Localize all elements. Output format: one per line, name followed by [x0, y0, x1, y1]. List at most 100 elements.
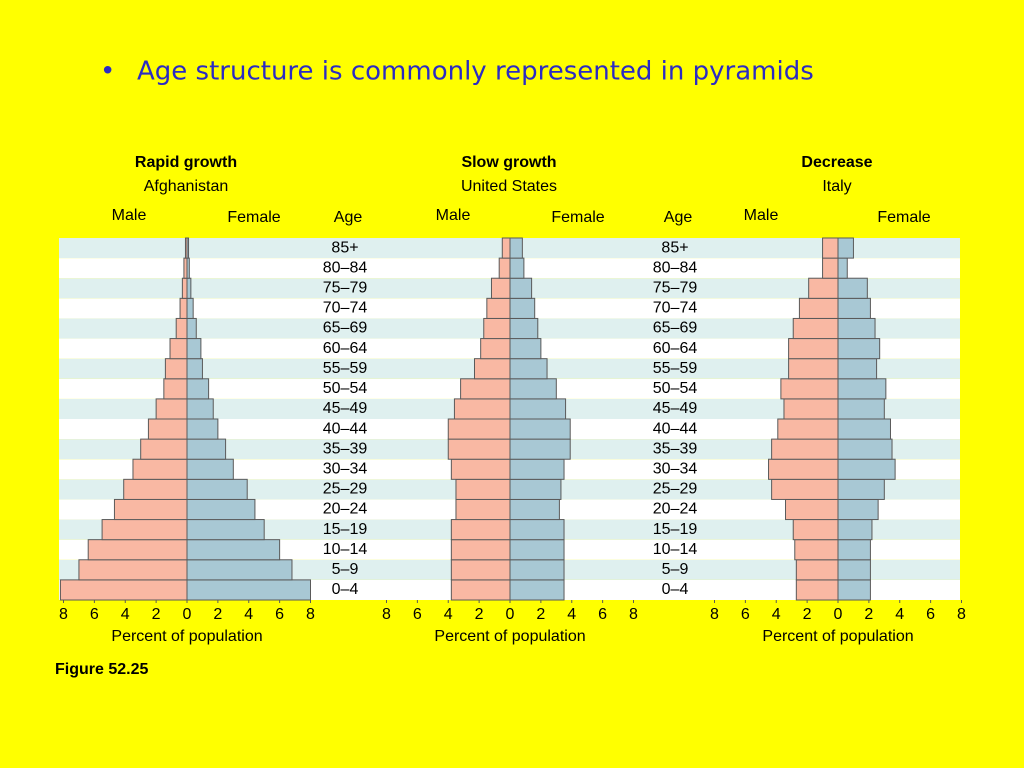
bar: [450, 559, 511, 581]
bar: [113, 498, 188, 521]
bar: [186, 378, 210, 400]
bar: [795, 579, 839, 601]
age-label: 0–4: [662, 581, 689, 598]
age-label: 5–9: [332, 561, 359, 578]
bullet-text: Age structure is commonly represented in…: [137, 57, 814, 87]
bar: [788, 338, 839, 360]
age-label: 35–39: [653, 440, 698, 457]
x-axis-label: Percent of population: [111, 628, 262, 645]
bar: [798, 297, 839, 319]
legend-label: Male: [112, 207, 147, 224]
bar: [501, 237, 511, 259]
age-label: 5–9: [662, 561, 689, 578]
bar: [59, 579, 188, 601]
age-label: 40–44: [653, 420, 698, 437]
age-label: 60–64: [653, 340, 698, 357]
chart-subtitle: Afghanistan: [144, 178, 229, 195]
age-label: 85+: [661, 239, 688, 256]
bar: [186, 519, 265, 541]
chart-title: Slow growth: [461, 154, 556, 171]
bar: [179, 297, 188, 319]
bar: [486, 297, 511, 319]
bar: [795, 559, 839, 581]
age-label: 40–44: [323, 420, 368, 437]
chart-subtitle: Italy: [822, 178, 851, 195]
bar: [483, 317, 511, 340]
bar: [455, 498, 511, 521]
bar: [175, 317, 188, 340]
x-tick-label: 8: [710, 606, 719, 623]
bar: [450, 579, 511, 601]
bar: [460, 378, 511, 400]
bar: [186, 458, 234, 480]
bar: [509, 438, 571, 460]
bar: [837, 418, 891, 440]
legend-label: Female: [551, 209, 604, 226]
bar: [498, 257, 511, 279]
age-label: 70–74: [323, 300, 368, 317]
bar: [450, 539, 511, 561]
x-tick-label: 6: [926, 606, 935, 623]
bar: [837, 317, 876, 340]
x-tick-label: 2: [475, 606, 484, 623]
bar: [78, 559, 188, 581]
age-label: 65–69: [653, 320, 698, 337]
bar: [186, 338, 202, 360]
bar: [837, 438, 893, 460]
bar: [147, 418, 188, 440]
bar: [181, 277, 188, 299]
bar: [768, 458, 839, 480]
age-label: 20–24: [653, 501, 698, 518]
age-label: 60–64: [323, 340, 368, 357]
bar: [509, 297, 536, 319]
bar: [509, 338, 542, 360]
x-tick-label: 2: [864, 606, 873, 623]
age-label: 10–14: [653, 541, 698, 558]
bar: [509, 458, 565, 480]
age-label: 55–59: [323, 360, 368, 377]
bar: [473, 358, 511, 380]
x-tick-label: 0: [506, 606, 515, 623]
x-tick-label: 8: [59, 606, 68, 623]
bar: [186, 438, 227, 460]
bar: [509, 539, 565, 561]
x-tick-label: 4: [772, 606, 781, 623]
figure-caption: Figure 52.25: [55, 661, 148, 678]
x-tick-label: 8: [957, 606, 966, 623]
bar: [822, 237, 839, 259]
age-label: 50–54: [323, 380, 368, 397]
bar: [186, 317, 197, 340]
bar: [777, 418, 839, 440]
x-tick-label: 4: [444, 606, 453, 623]
age-label: 45–49: [653, 400, 698, 417]
bar: [509, 358, 548, 380]
legend-label: Male: [436, 207, 471, 224]
bar: [822, 257, 839, 279]
bar: [780, 378, 839, 400]
bar: [169, 338, 188, 360]
legend-label: Male: [744, 207, 779, 224]
x-tick-label: 0: [834, 606, 843, 623]
age-label: 75–79: [653, 279, 698, 296]
age-label: 65–69: [323, 320, 368, 337]
chart-title: Decrease: [801, 154, 872, 171]
bar: [186, 418, 219, 440]
bar: [140, 438, 188, 460]
age-label: 55–59: [653, 360, 698, 377]
bar: [509, 478, 562, 500]
bar: [837, 539, 871, 561]
age-label: 45–49: [323, 400, 368, 417]
bar: [792, 519, 839, 541]
bar: [837, 277, 868, 299]
bar: [186, 539, 281, 561]
bar: [186, 478, 248, 500]
bar: [123, 478, 188, 500]
bar: [837, 579, 871, 601]
x-tick-label: 6: [275, 606, 284, 623]
bullet-dot: •: [100, 57, 115, 87]
bar: [132, 458, 188, 480]
bar: [771, 438, 839, 460]
x-tick-label: 0: [183, 606, 192, 623]
bar: [186, 498, 256, 521]
